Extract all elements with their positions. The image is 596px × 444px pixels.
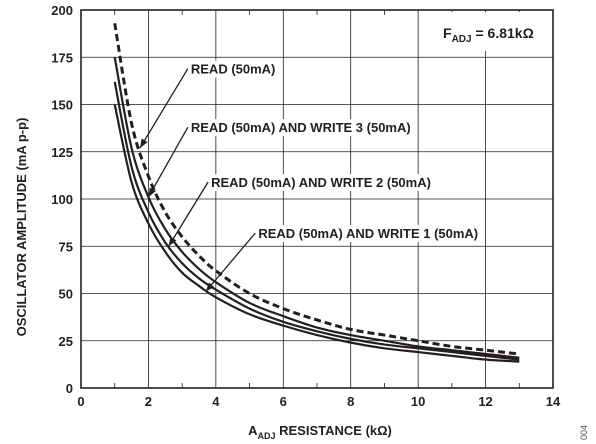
y-tick-label: 100 [51, 192, 73, 207]
annotation-bg [187, 119, 414, 137]
x-tick-label: 10 [411, 394, 425, 409]
annotation-arrowhead-3 [168, 236, 177, 247]
x-axis-title-rest: RESISTANCE (kΩ) [276, 423, 392, 438]
annotation-label-2: READ (50mA) AND WRITE 3 (50mA) [191, 120, 411, 135]
y-tick-label: 75 [59, 239, 73, 254]
series-line-2 [113, 57, 520, 359]
x-tick-label: 6 [280, 394, 287, 409]
x-tick-label: 4 [212, 394, 220, 409]
legend-box: FADJ = 6.81kΩ [437, 12, 551, 51]
ticks: 0 2 4 6 8 10 12 14 0 25 50 75 100 125 150 175 200 [51, 3, 561, 409]
legend-main: F [443, 25, 452, 41]
figure-id: 004 [579, 425, 589, 440]
annotation-label-3: READ (50mA) AND WRITE 2 (50mA) [211, 175, 431, 190]
legend-sub: ADJ [452, 34, 472, 45]
x-tick-label: 8 [347, 394, 354, 409]
annotation-bg [208, 173, 434, 191]
legend-text: FADJ = 6.81kΩ [443, 25, 534, 45]
x-axis-title-sub: ADJ [258, 431, 276, 441]
y-tick-label: 150 [51, 98, 73, 113]
x-tick-label: 14 [546, 394, 561, 409]
y-tick-label: 25 [59, 334, 73, 349]
y-tick-label: 125 [51, 145, 73, 160]
annotation-leader-1 [139, 68, 189, 149]
annotation-bg [255, 225, 482, 243]
annotation-leader-3 [168, 181, 209, 247]
x-tick-label: 2 [145, 394, 152, 409]
y-tick-label: 175 [51, 50, 73, 65]
series-line-1 [113, 22, 520, 356]
x-tick-label: 0 [77, 394, 84, 409]
annotation-arrowhead-2 [148, 187, 156, 198]
annotation-label-4: READ (50mA) AND WRITE 1 (50mA) [258, 226, 478, 241]
annotation-label-1: READ (50mA) [191, 62, 276, 77]
y-tick-label: 0 [66, 381, 73, 396]
x-axis-title: AADJ RESISTANCE (kΩ) [248, 423, 392, 441]
annotation-arrowhead-1 [140, 138, 148, 148]
x-tick-label: 12 [478, 394, 492, 409]
x-axis-title-main: A [248, 423, 258, 438]
annotation-leader-4 [205, 232, 256, 293]
series-line-4 [113, 104, 520, 363]
annotations: READ (50mA) READ (50mA) AND WRITE 3 (50mA… [139, 60, 482, 293]
series-lines [113, 22, 520, 363]
annotation-bg [187, 60, 279, 78]
y-tick-label: 200 [51, 3, 73, 18]
legend-rest: = 6.81kΩ [472, 25, 534, 41]
annotation-leader-2 [147, 126, 189, 198]
series-line-3 [113, 81, 520, 361]
y-axis-title: OSCILLATOR AMPLITUDE (mA p-p) [14, 118, 29, 337]
annotation-arrowhead-4 [205, 282, 215, 292]
y-tick-label: 50 [59, 287, 73, 302]
plot-frame [80, 9, 554, 389]
